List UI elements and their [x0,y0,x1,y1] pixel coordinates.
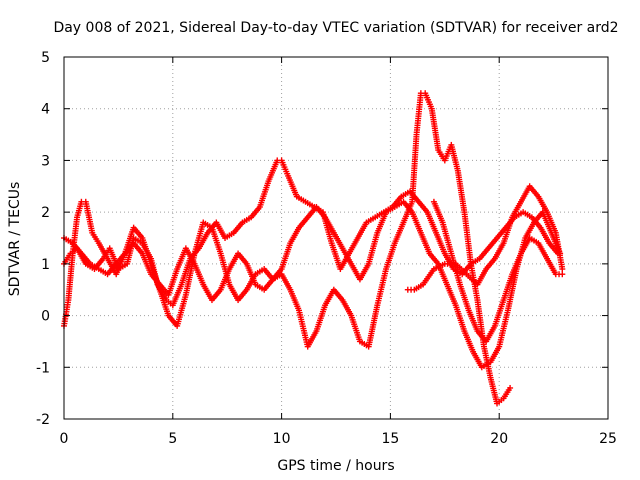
x-tick-label: 25 [599,431,617,447]
x-tick-label: 5 [168,431,177,447]
x-tick-label: 0 [60,431,69,447]
series-track-D [404,183,566,293]
data-point [559,271,566,278]
data-point [507,384,514,391]
y-tick-label: 1 [41,257,50,273]
y-tick-label: 5 [41,50,50,66]
y-tick-label: 3 [41,153,50,169]
y-axis-label: SDTVAR / TECUs [7,182,23,297]
y-tick-label: 2 [41,205,50,221]
chart-title: Day 008 of 2021, Sidereal Day-to-day VTE… [53,20,618,36]
series-track-C [61,198,564,371]
data-point [559,266,566,273]
x-axis-label: GPS time / hours [277,458,394,474]
x-tick-label: 20 [490,431,508,447]
y-tick-label: 4 [41,102,50,118]
y-tick-label: -1 [36,360,50,376]
series-track-E [430,198,566,345]
y-tick-label: 0 [41,309,50,325]
x-tick-label: 15 [381,431,399,447]
ticks-layer: 0 5 10 15 20 25 -2 -1 0 1 2 3 4 5 [36,50,617,447]
points-layer [61,90,566,407]
y-tick-label: -2 [36,412,50,428]
x-tick-label: 10 [273,431,291,447]
plot-frame [63,56,609,420]
